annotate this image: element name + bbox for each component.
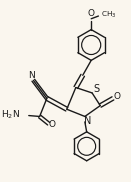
Text: O: O	[113, 92, 120, 101]
Text: H$_2$N: H$_2$N	[1, 108, 20, 121]
Text: N: N	[84, 116, 91, 126]
Text: N: N	[28, 71, 35, 80]
Text: CH$_3$: CH$_3$	[101, 10, 117, 20]
Text: O: O	[49, 120, 56, 129]
Text: S: S	[94, 84, 100, 94]
Text: O: O	[88, 9, 95, 18]
